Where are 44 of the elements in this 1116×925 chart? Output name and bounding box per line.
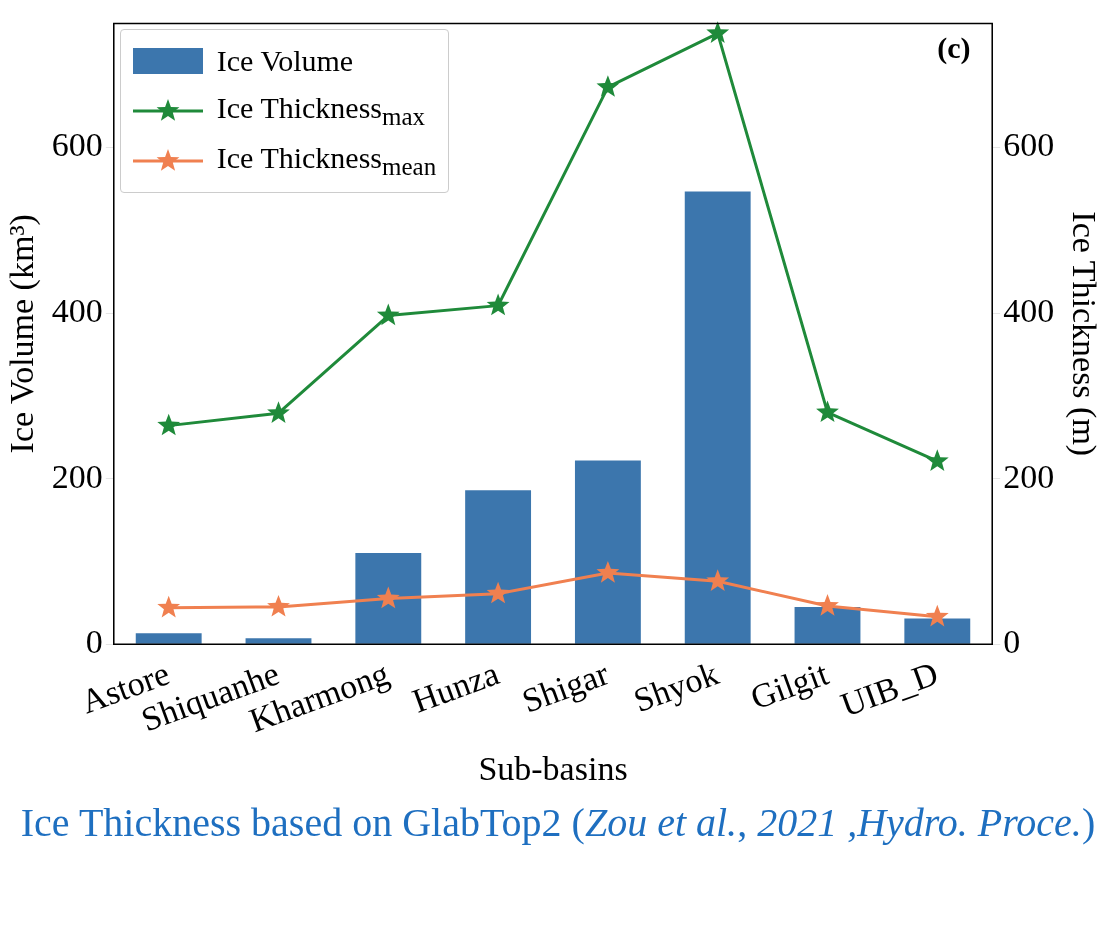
x-tick-label: Gilgit <box>745 654 834 717</box>
y2-tick-label: 200 <box>1003 457 1055 495</box>
y2-tick-label: 0 <box>1003 623 1021 661</box>
point <box>486 581 510 604</box>
point <box>925 449 949 471</box>
y-axis-title: Ice Volume (km³) <box>3 214 42 454</box>
point <box>486 293 510 316</box>
bar <box>684 191 751 644</box>
bar <box>574 460 641 644</box>
annotation: (c) <box>937 31 971 66</box>
bar <box>904 618 971 644</box>
point <box>376 303 400 326</box>
point <box>596 560 620 583</box>
x-axis-title: Sub-basins <box>478 749 628 787</box>
y2-axis-title: Ice Thickness (m) <box>1064 211 1103 457</box>
point <box>816 594 839 616</box>
y-tick-label: 400 <box>51 291 103 329</box>
y-tick-label: 0 <box>85 623 103 661</box>
bar <box>794 606 861 644</box>
point <box>267 594 290 617</box>
y-tick-label: 200 <box>51 457 103 495</box>
bar <box>135 633 202 644</box>
point <box>706 21 730 44</box>
point <box>816 400 839 423</box>
x-tick-label: Hunza <box>407 654 504 720</box>
y2-tick-label: 600 <box>1003 126 1055 164</box>
point <box>596 75 620 97</box>
bar <box>245 638 312 644</box>
x-tick-label: Shigar <box>517 654 614 720</box>
bar <box>355 553 422 644</box>
x-tick-label: UIB_D <box>836 654 943 724</box>
point <box>157 595 181 618</box>
bar <box>465 490 532 644</box>
point <box>267 401 290 423</box>
x-tick-label: Shyok <box>628 654 724 719</box>
point <box>157 413 181 436</box>
point <box>925 604 949 627</box>
y-tick-label: 600 <box>51 126 103 164</box>
point <box>706 569 730 591</box>
legend-label: Ice Thickness$_{max}$ <box>216 91 426 132</box>
legend-label: Ice Volume <box>216 44 354 79</box>
y2-tick-label: 400 <box>1003 291 1055 329</box>
text: Ice Thickness based on GlabTop2 (Zou et al., 2021 ,Hydro. Proce.) <box>19 799 1097 847</box>
legend-label: Ice Thickness$_{mean}$ <box>216 141 437 182</box>
